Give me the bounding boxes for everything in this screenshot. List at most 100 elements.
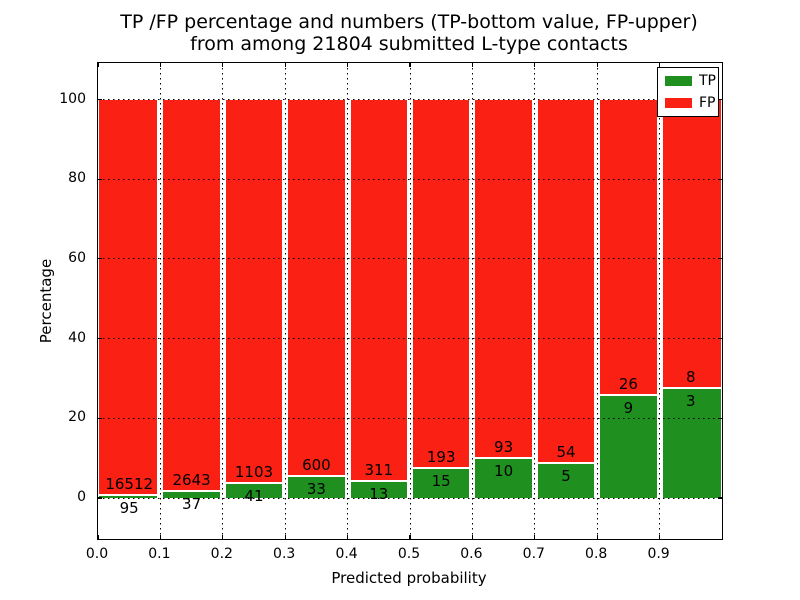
x-tick-label: 0.0 [85, 546, 109, 562]
bar-tp-segment [662, 389, 722, 498]
x-tick-mark-top [596, 63, 598, 67]
bar-fp-segment [600, 99, 657, 396]
tp-count-label: 10 [494, 462, 514, 481]
x-tick-mark-bottom [659, 535, 661, 539]
vertical-gridline [347, 63, 349, 539]
fp-count-label: 1103 [234, 462, 274, 481]
bar-fp-segment [225, 99, 283, 484]
legend: TP FP [657, 67, 719, 117]
x-tick-mark-bottom [409, 535, 411, 539]
chart-title: TP /FP percentage and numbers (TP-bottom… [120, 11, 698, 33]
fp-count-label: 600 [302, 456, 331, 475]
tp-count-label: 9 [623, 398, 634, 417]
x-axis-label: Predicted probability [331, 569, 487, 587]
vertical-gridline [596, 63, 598, 539]
x-tick-mark-top [159, 63, 161, 67]
x-tick-mark-bottom [222, 535, 224, 539]
x-tick-label: 0.9 [647, 546, 670, 562]
tp-count-label: 13 [369, 485, 389, 503]
bar-fp-segment [537, 99, 595, 465]
chart-subtitle: from among 21804 submitted L-type contac… [190, 33, 628, 55]
y-tick-mark-right [718, 178, 722, 180]
vertical-gridline [534, 63, 536, 539]
y-tick-mark-right [718, 338, 722, 340]
y-tick-mark-left [98, 98, 102, 101]
fp-count-label: 26 [618, 374, 638, 393]
bar-tp-segment [225, 483, 283, 498]
y-tick-mark-left [98, 178, 102, 180]
y-tick-label: 100 [59, 90, 86, 107]
bar-fp-segment [413, 99, 470, 470]
tp-count-label: 41 [244, 486, 264, 505]
x-tick-label: 0.6 [460, 546, 483, 562]
vertical-gridline [284, 63, 286, 539]
x-tick-mark-bottom [596, 535, 598, 539]
x-tick-mark-bottom [347, 535, 349, 539]
x-tick-mark-top [284, 63, 286, 67]
vertical-gridline [659, 63, 661, 539]
fp-legend-swatch [665, 98, 692, 108]
x-tick-mark-bottom [534, 535, 536, 539]
fp-legend-label: FP [699, 95, 716, 111]
tp-count-label: 15 [431, 472, 451, 491]
x-tick-mark-bottom [284, 535, 286, 539]
y-tick-mark-right [718, 98, 722, 101]
fp-count-label: 2643 [172, 471, 211, 490]
bar-tp-segment [413, 469, 470, 498]
bar-fp-segment [350, 99, 407, 482]
y-tick-mark-right [718, 258, 722, 260]
x-tick-mark-top [222, 63, 224, 67]
x-tick-mark-top [471, 63, 473, 67]
x-tick-mark-top [347, 63, 349, 67]
bar-fp-segment [662, 99, 722, 390]
tp-count-label: 37 [182, 495, 202, 514]
bar-tp-segment [98, 495, 158, 498]
y-tick-label: 60 [68, 249, 86, 266]
y-tick-mark-right [718, 417, 722, 419]
plot-area: 16512 9 5 2643 37 1103 41 600 33 311 13 193 15 93 10 54… [97, 62, 723, 540]
y-tick-label: 0 [77, 489, 86, 505]
bar-fp-segment [475, 99, 532, 460]
x-tick-label: 0.4 [335, 546, 358, 562]
vertical-gridline [471, 63, 473, 539]
y-tick-label: 20 [68, 409, 86, 426]
bar-tp-segment [475, 459, 532, 498]
x-tick-label: 0.5 [397, 546, 421, 562]
bar-fp-segment [163, 99, 220, 493]
vertical-gridline [159, 63, 161, 539]
x-tick-label: 0.7 [522, 546, 545, 562]
fp-count-label: 16512 [105, 474, 154, 493]
bar-tp-segment [163, 492, 220, 498]
tp-legend-label: TP [699, 73, 716, 89]
x-tick-mark-top [97, 63, 99, 67]
x-tick-mark-bottom [471, 535, 473, 539]
bar-fp-segment [98, 99, 158, 496]
y-tick-mark-left [98, 417, 102, 419]
bar-tp-segment [537, 464, 595, 498]
fp-count-label: 311 [364, 461, 394, 479]
y-tick-mark-left [98, 497, 102, 499]
y-tick-label: 80 [68, 170, 86, 187]
fp-count-label: 54 [556, 443, 576, 462]
legend-row-tp: TP [658, 72, 718, 90]
x-tick-mark-top [409, 63, 411, 67]
fp-count-label: 8 [686, 368, 696, 387]
legend-row-fp: FP [658, 94, 718, 112]
y-tick-mark-right [718, 497, 722, 499]
x-tick-mark-bottom [159, 535, 161, 539]
y-tick-mark-left [98, 258, 102, 260]
x-tick-mark-bottom [97, 535, 99, 539]
x-tick-label: 0.8 [585, 546, 608, 562]
x-tick-label: 0.3 [273, 546, 296, 562]
fp-count-label: 193 [426, 448, 456, 467]
tp-legend-swatch [665, 76, 692, 86]
tp-count-label: 33 [306, 480, 326, 499]
x-tick-mark-top [659, 63, 661, 67]
x-tick-mark-top [534, 63, 536, 67]
tp-count-label: 5 [561, 467, 571, 486]
bar-tp-segment [600, 395, 657, 498]
fp-count-label: 93 [494, 438, 514, 457]
x-tick-label: 0.1 [148, 546, 171, 562]
x-tick-label: 0.2 [210, 546, 233, 562]
